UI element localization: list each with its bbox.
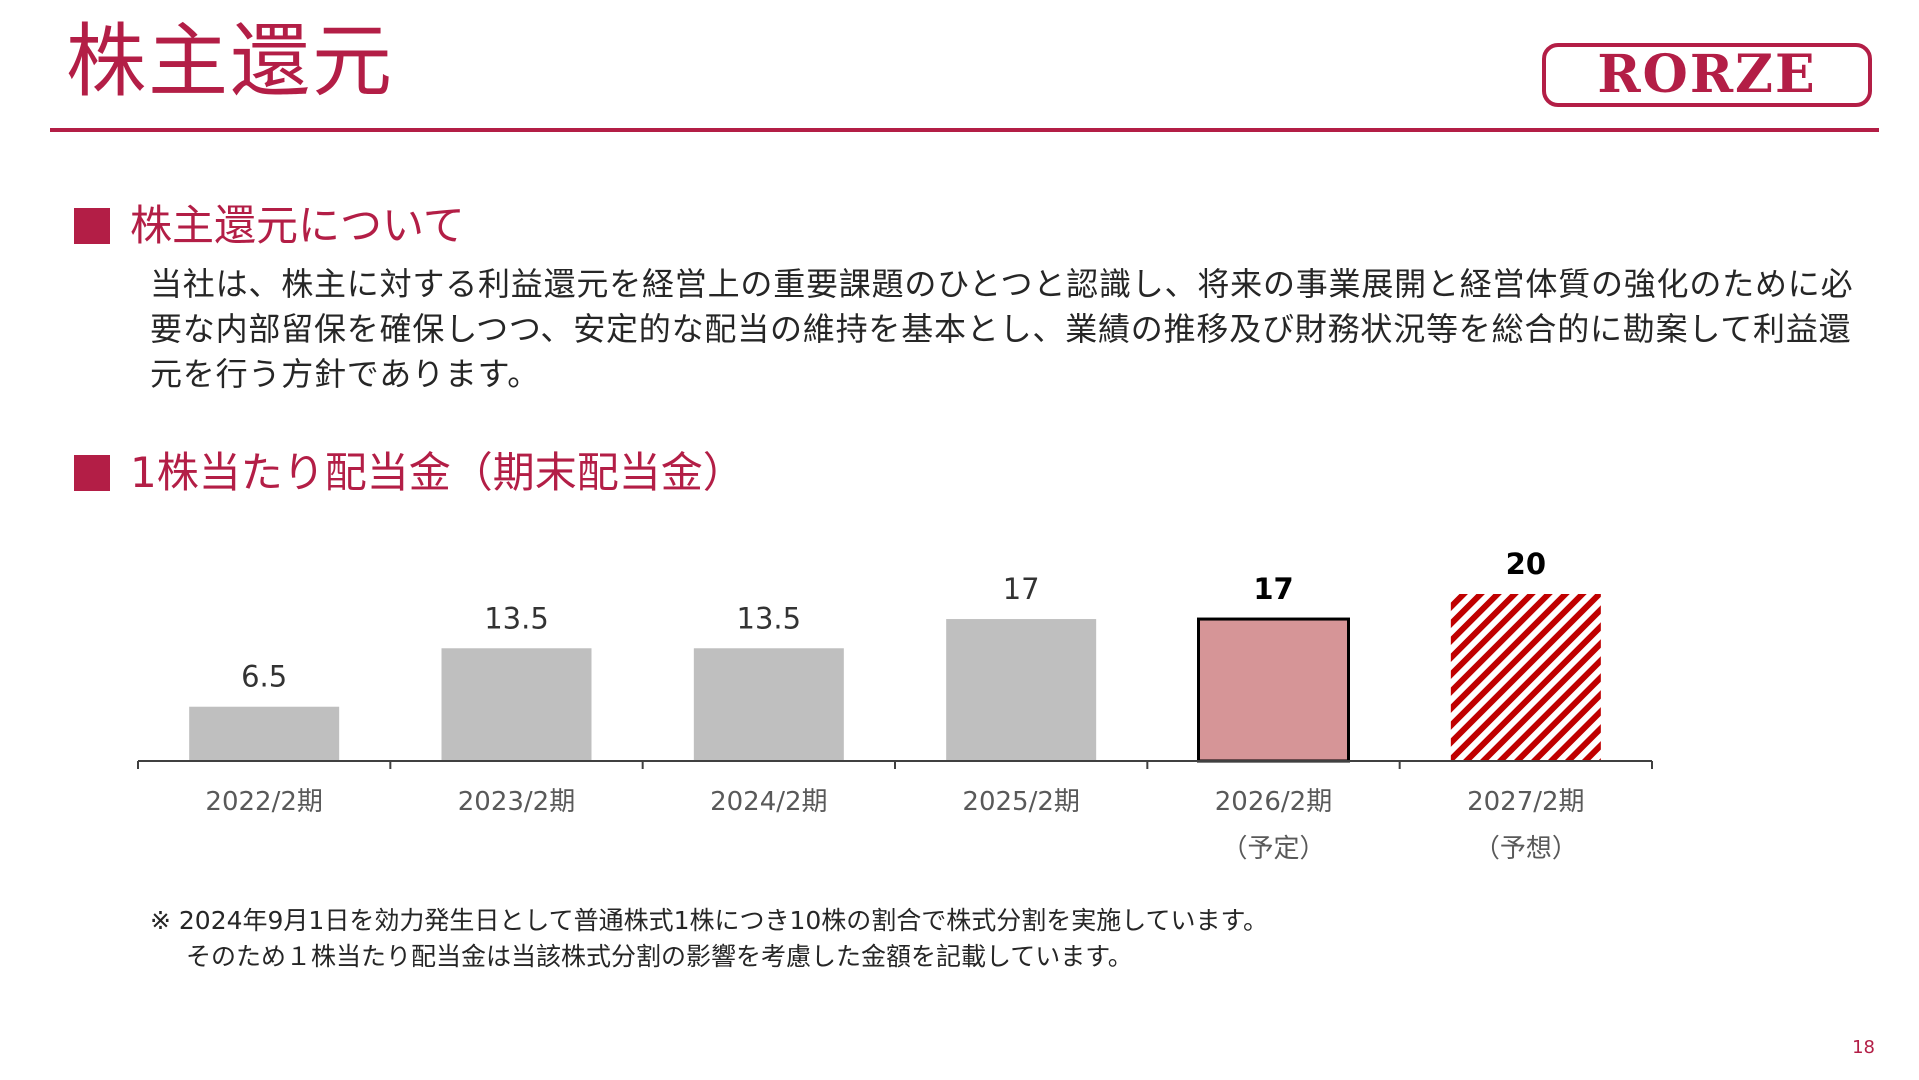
- page-title: 株主還元: [66, 15, 394, 108]
- bar-2026/2期: [1197, 617, 1350, 763]
- value-label: 17: [1003, 572, 1040, 606]
- category-label: 2023/2期: [458, 787, 575, 817]
- company-logo: RORZE: [1542, 43, 1872, 107]
- footnote: ※ 2024年9月1日を効力発生日として普通株式1株につき10株の割合で株式分割…: [150, 903, 1268, 975]
- bar-2027/2期: [1450, 594, 1601, 761]
- bar-2024/2期: [693, 648, 844, 761]
- section-heading-dividend-text: 1株当たり配当金（期末配当金）: [130, 448, 745, 497]
- square-bullet-icon: [74, 208, 110, 244]
- category-note: （予想）: [1474, 834, 1578, 864]
- value-label: 17: [1253, 572, 1293, 606]
- category-label: 2024/2期: [710, 787, 827, 817]
- value-label: 6.5: [241, 660, 287, 694]
- value-label: 13.5: [737, 601, 802, 635]
- policy-paragraph: 当社は、株主に対する利益還元を経営上の重要課題のひとつと認識し、将来の事業展開と…: [150, 265, 1854, 393]
- category-label: 2025/2期: [962, 787, 1079, 817]
- section-heading-policy-text: 株主還元について: [130, 201, 465, 250]
- footnote-line-2: そのため１株当たり配当金は当該株式分割の影響を考慮した金額を記載しています。: [186, 942, 1133, 971]
- bar-2022/2期: [189, 706, 340, 761]
- category-label: 2027/2期: [1467, 787, 1584, 817]
- bar-2025/2期: [946, 619, 1097, 761]
- value-label: 13.5: [484, 601, 549, 635]
- section-heading-dividend: 1株当たり配当金（期末配当金）: [74, 452, 745, 494]
- footnote-line-1: ※ 2024年9月1日を効力発生日として普通株式1株につき10株の割合で株式分割…: [150, 906, 1269, 935]
- page-number: 18: [1852, 1037, 1875, 1058]
- category-label: 2026/2期: [1215, 787, 1332, 817]
- category-label: 2022/2期: [205, 787, 322, 817]
- value-label: 20: [1506, 547, 1546, 581]
- title-divider: [50, 128, 1879, 132]
- category-note: （予定）: [1221, 834, 1325, 864]
- bar-2023/2期: [441, 648, 592, 761]
- square-bullet-icon: [74, 455, 110, 491]
- logo-text: RORZE: [1597, 44, 1817, 105]
- section-heading-policy: 株主還元について: [74, 205, 465, 247]
